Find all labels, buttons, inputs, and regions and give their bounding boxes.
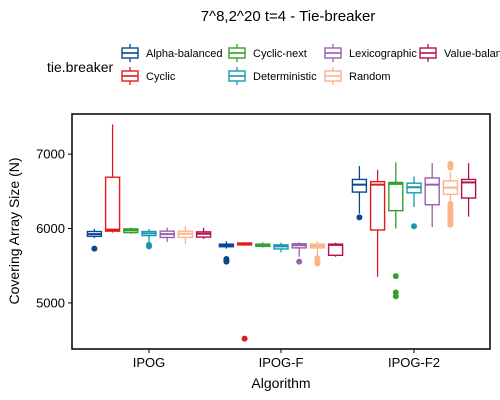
legend-item-cyclic: Cyclic	[121, 67, 176, 85]
box-cyclic-ipog	[104, 124, 121, 233]
box-random-ipog-f	[309, 241, 326, 267]
legend-item-cyclic-next: Cyclic-next	[228, 44, 307, 62]
box-lexicographic-ipog-f2	[424, 163, 440, 228]
chart-title: 7^8,2^20 t=4 - Tie-breaker	[201, 8, 376, 25]
box-alpha-balanced-ipog	[86, 228, 103, 252]
legend-label: Cyclic	[146, 71, 176, 83]
box-alpha-balanced-ipog-f2	[351, 166, 368, 221]
box-random-ipog	[177, 226, 194, 245]
box-lexicographic-ipog-f	[291, 242, 307, 265]
legend-label: Cyclic-next	[253, 48, 307, 60]
outlier-point	[447, 164, 454, 171]
y-tick-label: 6000	[36, 221, 65, 236]
legend-title: tie.breaker	[47, 59, 113, 75]
outlier-point	[296, 258, 303, 265]
legend-item-value-balanced: Value-balanced	[419, 44, 500, 62]
y-axis-label: Covering Array Size (N)	[6, 157, 22, 304]
box-cyclic-ipog-f	[236, 242, 253, 342]
legend-label: Alpha-balanced	[146, 48, 222, 60]
outlier-point	[447, 221, 454, 228]
outlier-point	[356, 214, 363, 221]
legend-item-lexicographic: Lexicographic	[324, 44, 417, 62]
box-deterministic-ipog-f	[273, 242, 289, 253]
box-iqr	[104, 176, 121, 232]
box-cyclic-next-ipog-f2	[388, 162, 404, 300]
legend-label: Value-balanced	[444, 48, 500, 60]
box-iqr	[369, 180, 386, 231]
y-axis: 5000 6000 7000	[36, 147, 72, 310]
box-alpha-balanced-ipog-f	[218, 241, 235, 265]
outlier-point	[314, 260, 321, 267]
legend-label: Deterministic	[253, 71, 317, 83]
legend-item-deterministic: Deterministic	[228, 67, 317, 85]
box-iqr	[424, 177, 440, 206]
box-cyclic-next-ipog	[123, 227, 139, 234]
box-deterministic-ipog	[141, 228, 157, 250]
legend-item-random: Random	[324, 67, 391, 85]
outlier-point	[223, 258, 230, 265]
box-value-balanced-ipog-f2	[460, 163, 477, 217]
y-tick-label: 5000	[36, 295, 65, 310]
x-axis: IPOG IPOG-F IPOG-F2	[133, 349, 440, 370]
box-lexicographic-ipog	[159, 227, 175, 242]
legend-label: Lexicographic	[349, 48, 417, 60]
box-value-balanced-ipog-f	[327, 242, 344, 257]
outlier-point	[241, 335, 248, 342]
x-tick-label: IPOG-F2	[388, 355, 440, 370]
box-iqr	[351, 178, 368, 193]
legend-label: Random	[349, 71, 391, 83]
box-cyclic-ipog-f2	[369, 169, 386, 277]
outlier-point	[146, 243, 152, 250]
box-deterministic-ipog-f2	[406, 176, 422, 230]
legend-item-alpha-balanced: Alpha-balanced	[121, 44, 222, 62]
plot-area	[86, 124, 477, 342]
x-axis-label: Algorithm	[251, 375, 310, 391]
outlier-point	[392, 273, 399, 280]
outlier-point	[91, 245, 98, 252]
outlier-point	[392, 293, 399, 300]
box-random-ipog-f2	[442, 160, 459, 228]
box-cyclic-next-ipog-f	[255, 242, 271, 248]
y-tick-label: 7000	[36, 147, 65, 162]
box-iqr	[460, 178, 477, 199]
legend: tie.breaker Alpha-balanced Cyclic Cyclic-n…	[47, 44, 500, 85]
box-iqr	[388, 181, 404, 212]
outlier-point	[411, 223, 417, 230]
x-tick-label: IPOG	[133, 355, 166, 370]
box-value-balanced-ipog	[195, 227, 212, 239]
x-tick-label: IPOG-F	[259, 355, 304, 370]
